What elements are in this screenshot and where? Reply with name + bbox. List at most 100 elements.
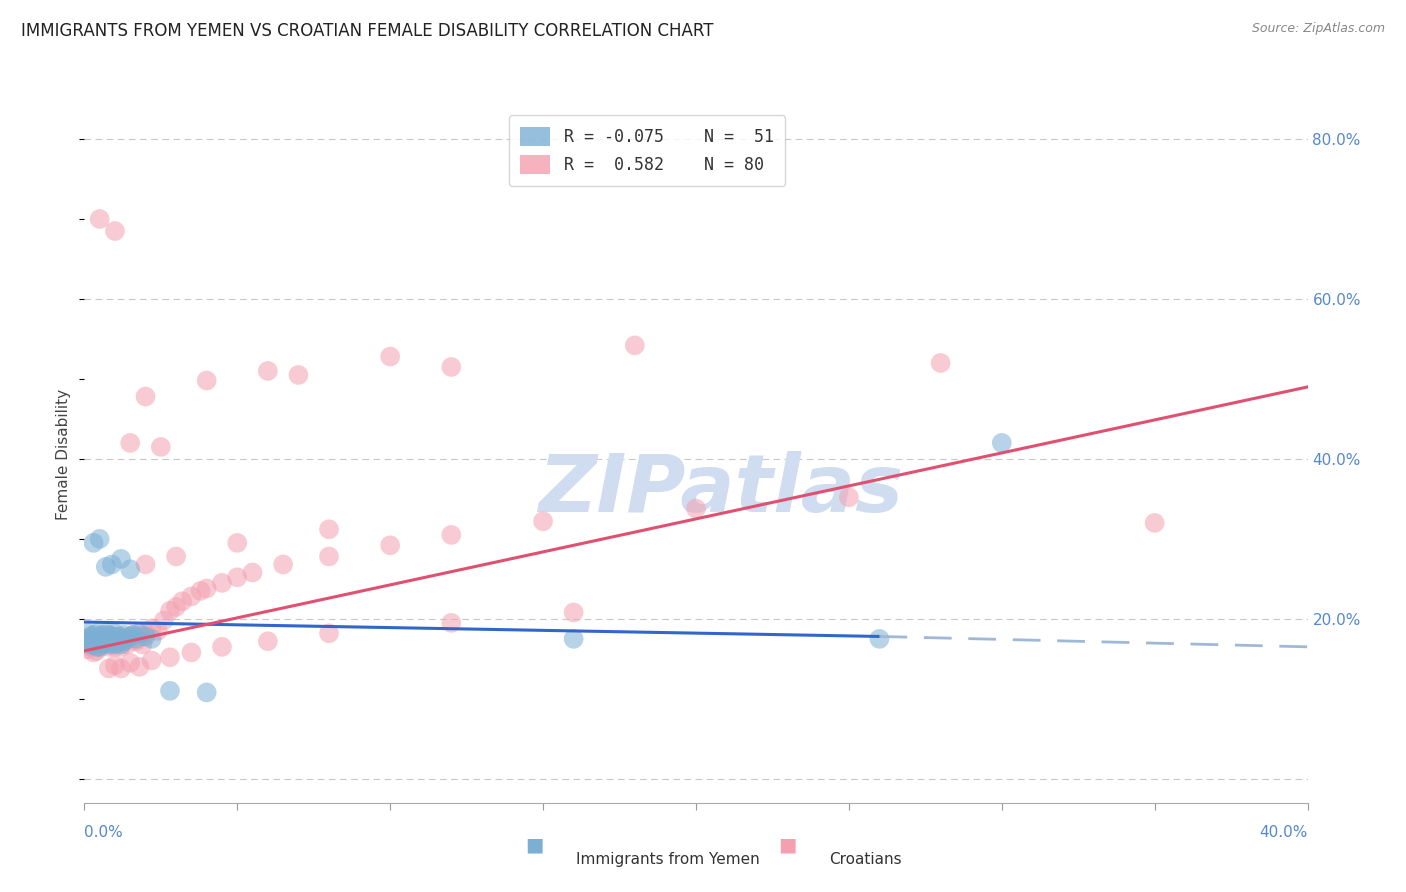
Point	[141, 632, 163, 646]
Point	[97, 661, 120, 675]
Point	[146, 624, 169, 638]
Point	[165, 599, 187, 614]
Point	[94, 634, 117, 648]
Point	[97, 628, 120, 642]
Point	[107, 630, 129, 644]
Point	[128, 660, 150, 674]
Point	[91, 628, 114, 642]
Point	[624, 338, 647, 352]
Point	[131, 637, 153, 651]
Point	[318, 549, 340, 564]
Point	[120, 656, 142, 670]
Point	[149, 440, 172, 454]
Point	[104, 224, 127, 238]
Point	[165, 549, 187, 564]
Point	[159, 604, 181, 618]
Point	[159, 683, 181, 698]
Point	[440, 528, 463, 542]
Point	[101, 634, 124, 648]
Point	[89, 630, 111, 644]
Point	[89, 640, 111, 654]
Point	[97, 632, 120, 646]
Point	[110, 552, 132, 566]
Point	[79, 640, 101, 654]
Point	[83, 536, 105, 550]
Point	[83, 645, 105, 659]
Text: 0.0%: 0.0%	[84, 825, 124, 840]
Point	[89, 212, 111, 227]
Point	[110, 632, 132, 646]
Point	[101, 637, 124, 651]
Point	[76, 642, 98, 657]
Point	[86, 626, 108, 640]
Point	[180, 590, 202, 604]
Point	[86, 644, 108, 658]
Point	[79, 632, 101, 646]
Point	[180, 645, 202, 659]
Point	[91, 632, 114, 646]
Point	[141, 653, 163, 667]
Point	[86, 632, 108, 646]
Point	[120, 632, 142, 646]
Point	[869, 632, 891, 646]
Point	[172, 594, 194, 608]
Point	[79, 630, 101, 644]
Point	[128, 626, 150, 640]
Point	[91, 637, 114, 651]
Point	[242, 566, 264, 580]
Point	[104, 632, 127, 646]
Point	[226, 570, 249, 584]
Point	[104, 640, 127, 654]
Point	[257, 634, 280, 648]
Point	[101, 558, 124, 572]
Point	[101, 634, 124, 648]
Point	[226, 536, 249, 550]
Point	[211, 640, 233, 654]
Point	[440, 359, 463, 374]
Point	[83, 637, 105, 651]
Point	[97, 637, 120, 651]
Point	[128, 630, 150, 644]
Point	[141, 622, 163, 636]
Point	[190, 583, 212, 598]
Point	[135, 626, 157, 640]
Point	[380, 538, 402, 552]
Point	[1143, 516, 1166, 530]
Point	[94, 560, 117, 574]
Point	[83, 634, 105, 648]
Point	[195, 685, 218, 699]
Point	[531, 514, 554, 528]
Point	[120, 630, 142, 644]
Point	[110, 661, 132, 675]
Point	[79, 637, 101, 651]
Point	[562, 606, 585, 620]
Point	[135, 630, 157, 644]
Point	[838, 491, 860, 505]
Point	[91, 634, 114, 648]
Point	[195, 582, 218, 596]
Text: ■: ■	[524, 835, 544, 855]
Point	[318, 522, 340, 536]
Point	[135, 558, 157, 572]
Point	[101, 630, 124, 644]
Point	[991, 436, 1014, 450]
Point	[122, 628, 145, 642]
Point	[195, 374, 218, 388]
Point	[685, 501, 707, 516]
Point	[110, 637, 132, 651]
Point	[110, 630, 132, 644]
Point	[159, 650, 181, 665]
Point	[89, 634, 111, 648]
Point	[94, 632, 117, 646]
Y-axis label: Female Disability: Female Disability	[56, 389, 72, 521]
Point	[97, 640, 120, 654]
Point	[89, 636, 111, 650]
Point	[115, 632, 138, 646]
Point	[318, 626, 340, 640]
Point	[112, 628, 135, 642]
Point	[125, 634, 148, 648]
Point	[104, 637, 127, 651]
Legend: R = -0.075    N =  51, R =  0.582    N = 80: R = -0.075 N = 51, R = 0.582 N = 80	[509, 115, 786, 186]
Point	[89, 640, 111, 654]
Point	[271, 558, 294, 572]
